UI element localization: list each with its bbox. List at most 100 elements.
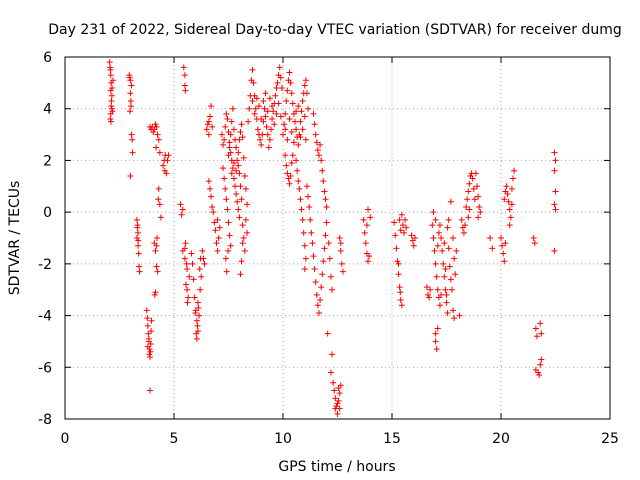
data-point	[466, 206, 473, 213]
data-point	[107, 66, 114, 73]
data-point	[128, 103, 135, 110]
data-point	[313, 139, 320, 146]
data-point	[192, 309, 199, 316]
data-point	[290, 139, 297, 146]
data-point	[109, 108, 116, 115]
data-point	[312, 278, 319, 285]
data-point	[210, 209, 217, 216]
data-point	[315, 152, 322, 159]
data-point	[303, 90, 310, 97]
data-point	[203, 126, 210, 133]
data-point	[288, 128, 295, 135]
x-tick-label: 25	[601, 431, 619, 447]
data-point	[181, 82, 188, 89]
data-point	[239, 222, 246, 229]
data-point	[249, 66, 256, 73]
data-point	[436, 302, 443, 309]
data-point	[145, 330, 152, 337]
data-point	[441, 240, 448, 247]
data-point	[302, 136, 309, 143]
data-point	[177, 201, 184, 208]
data-points	[106, 59, 559, 417]
data-point	[194, 299, 201, 306]
data-point	[365, 206, 372, 213]
data-point	[432, 330, 439, 337]
data-point	[282, 126, 289, 133]
data-point	[287, 172, 294, 179]
data-point	[460, 229, 467, 236]
plot-frame	[64, 56, 611, 420]
data-point	[303, 183, 310, 190]
data-point	[223, 196, 230, 203]
data-point	[319, 167, 326, 174]
data-point	[262, 90, 269, 97]
data-point	[551, 247, 558, 254]
data-point	[505, 198, 512, 205]
data-point	[136, 268, 143, 275]
data-point	[551, 201, 558, 208]
data-point	[337, 240, 344, 247]
data-point	[451, 255, 458, 262]
data-point	[181, 245, 188, 252]
data-point	[136, 263, 143, 270]
data-point	[477, 209, 484, 216]
data-point	[107, 116, 114, 123]
data-point	[283, 97, 290, 104]
data-point	[153, 144, 160, 151]
data-point	[206, 113, 213, 120]
data-point	[287, 79, 294, 86]
data-point	[506, 206, 513, 213]
data-point	[509, 175, 516, 182]
data-point	[394, 258, 401, 265]
data-point	[498, 235, 504, 241]
data-point	[403, 224, 410, 231]
data-point	[286, 69, 293, 76]
data-point	[500, 250, 507, 257]
data-point	[295, 141, 302, 148]
data-point	[277, 113, 284, 120]
data-point	[201, 260, 208, 267]
data-point	[135, 229, 142, 236]
data-point	[499, 242, 506, 249]
data-point	[184, 286, 191, 293]
data-point	[127, 90, 134, 97]
data-point	[435, 229, 442, 236]
data-point	[361, 229, 368, 236]
data-point	[327, 273, 334, 280]
data-point	[426, 294, 433, 301]
data-point	[180, 64, 187, 71]
data-point	[244, 201, 251, 208]
data-point	[233, 191, 240, 198]
data-point	[225, 219, 232, 226]
data-point	[511, 167, 518, 174]
data-point	[213, 240, 220, 247]
data-point	[318, 157, 325, 164]
data-point	[447, 198, 454, 205]
data-point	[323, 203, 330, 210]
data-point	[329, 351, 336, 358]
data-point	[317, 297, 324, 304]
data-point	[294, 167, 301, 174]
data-point	[447, 276, 454, 283]
data-point	[456, 312, 463, 319]
data-point	[155, 185, 162, 192]
x-axis-label: GPS time / hours	[278, 459, 395, 475]
data-point	[145, 335, 152, 342]
data-point	[440, 260, 447, 267]
data-point	[226, 144, 233, 151]
data-point	[362, 240, 369, 247]
data-point	[230, 175, 237, 182]
data-point	[220, 141, 227, 148]
data-point	[205, 118, 212, 125]
data-point	[396, 284, 403, 291]
data-point	[200, 255, 207, 262]
data-point	[238, 196, 245, 203]
data-point	[178, 211, 185, 218]
data-point	[274, 79, 281, 86]
data-point	[214, 247, 221, 254]
data-point	[309, 240, 316, 247]
data-point	[238, 121, 245, 128]
y-tick-label: 2	[43, 153, 52, 169]
y-tick-label: 0	[43, 205, 52, 221]
